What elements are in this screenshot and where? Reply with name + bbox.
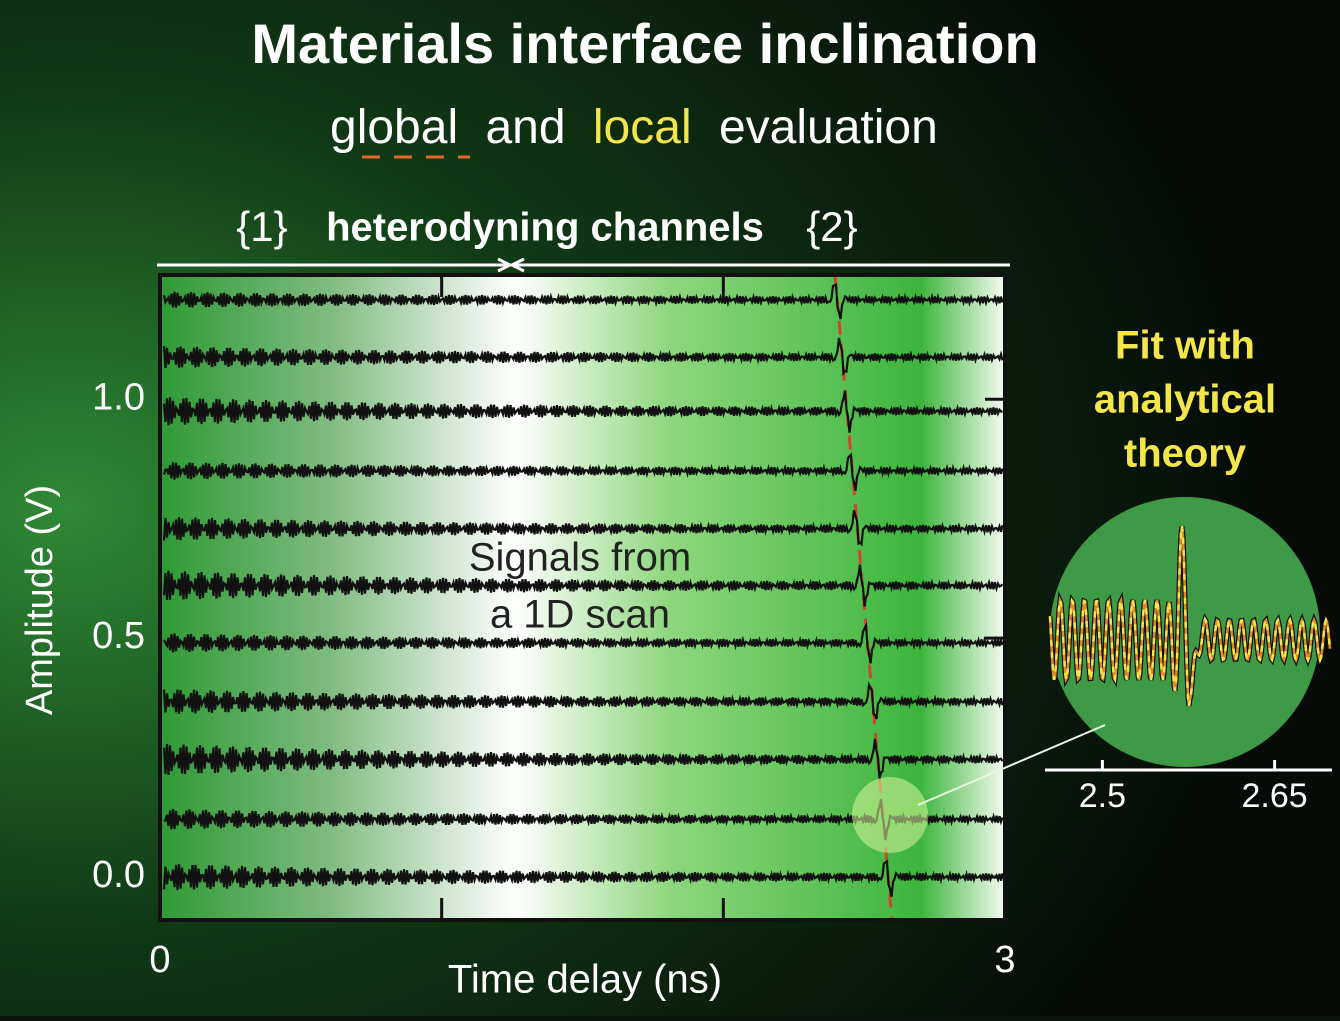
signal-trace xyxy=(162,337,1004,377)
annotation: a 1D scan xyxy=(490,593,670,637)
inset-title: analytical xyxy=(1094,378,1276,422)
zoom-pointer xyxy=(917,724,1106,806)
annotation: Signals from xyxy=(469,536,691,580)
signal-trace xyxy=(162,738,1004,780)
y-label: Amplitude (V) xyxy=(19,485,61,715)
y-tick-label: 0.5 xyxy=(92,615,145,657)
inset-x-tick-label: 2.5 xyxy=(1079,777,1126,815)
signal-trace xyxy=(162,859,1004,897)
subtitle: global and local evaluation xyxy=(330,101,938,154)
zoom-circle xyxy=(852,777,928,853)
signal-trace xyxy=(162,452,1004,491)
inset: 2.5 2.65 xyxy=(1045,525,1333,815)
inset-x-tick-label: 2.65 xyxy=(1242,777,1308,815)
inset-title: Fit with xyxy=(1115,324,1255,368)
x-tick-label: 0 xyxy=(149,939,170,981)
y-tick-label: 0.0 xyxy=(92,854,145,896)
subtitle-word: and xyxy=(485,101,565,154)
x-label: Time delay (ns) xyxy=(448,958,722,1002)
plot-frame xyxy=(158,273,1007,922)
signal-trace xyxy=(162,390,1003,433)
x-tick-label: 3 xyxy=(994,939,1015,981)
bracket-arrows xyxy=(157,257,1010,273)
plot xyxy=(162,274,1005,921)
inset-fit xyxy=(1048,526,1332,707)
bracket-right: {2} xyxy=(806,203,857,250)
subtitle-word: local xyxy=(593,101,692,154)
subtitle-word: global xyxy=(330,101,458,154)
inset-title: theory xyxy=(1124,432,1247,476)
signal-trace xyxy=(162,283,1004,320)
y-tick-label: 1.0 xyxy=(92,376,145,418)
signal-trace xyxy=(162,510,1004,547)
subtitle-word: evaluation xyxy=(719,101,938,154)
title: Materials interface inclination xyxy=(251,12,1038,75)
signal-trace xyxy=(162,564,1004,607)
bracket-left: {1} xyxy=(236,203,287,250)
bracket-label: heterodyning channels xyxy=(326,206,764,250)
signal-trace xyxy=(163,621,1004,664)
signal-trace xyxy=(162,681,1004,720)
